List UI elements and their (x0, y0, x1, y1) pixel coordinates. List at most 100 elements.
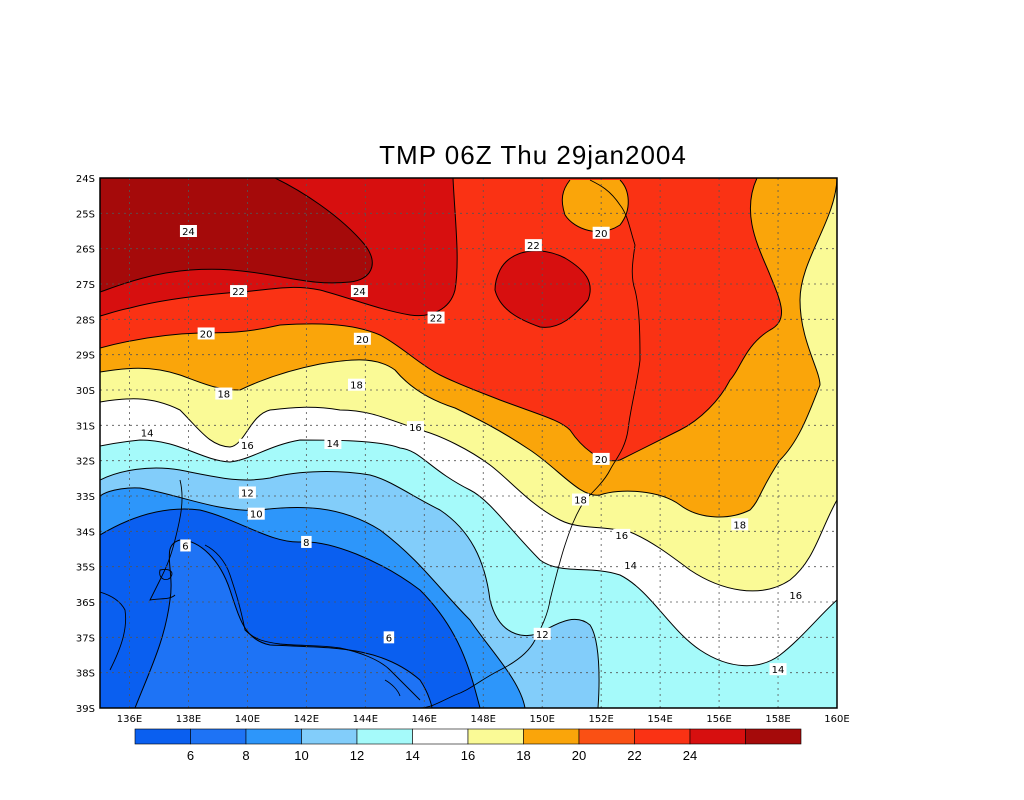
contour-label: 16 (789, 591, 802, 602)
lon-tick-label: 154E (647, 714, 672, 725)
contour-label-bg (347, 378, 365, 391)
colorbar-label: 18 (516, 748, 530, 763)
contour-label-bg (572, 493, 590, 506)
lat-tick-label: 39S (76, 704, 95, 715)
contour-label-bg (383, 631, 395, 644)
lat-tick-label: 36S (76, 598, 95, 609)
contour-label: 18 (733, 520, 746, 531)
colorbar-labels: 6 8 10 12 14 16 18 20 22 24 (187, 748, 697, 763)
lon-tick-label: 138E (176, 714, 201, 725)
contour-label: 16 (241, 441, 254, 452)
colorbar-swatch (523, 728, 580, 745)
contour-label: 16 (409, 423, 422, 434)
contour-label-bg (238, 486, 256, 499)
colorbar-swatch (245, 728, 302, 745)
colorbar-swatch (634, 728, 691, 745)
colorbar-swatch (412, 728, 469, 745)
contour-label: 20 (356, 335, 369, 346)
colorbar-label: 6 (187, 748, 194, 763)
lat-tick-label: 35S (76, 563, 95, 574)
lat-tick-label: 32S (76, 457, 95, 468)
contour-label-bg (533, 627, 551, 640)
colorbar-label: 14 (405, 748, 419, 763)
contour-label: 18 (574, 496, 587, 507)
colorbar-swatch (356, 728, 413, 745)
lat-tick-label: 37S (76, 633, 95, 644)
contour-label: 6 (182, 541, 188, 552)
lon-tick-label: 148E (471, 714, 496, 725)
contour-label-bg (215, 387, 233, 400)
lat-tick-label: 26S (76, 245, 95, 256)
lon-tick-label: 142E (294, 714, 319, 725)
contour-label-bg (350, 285, 368, 298)
lat-tick-label: 28S (76, 315, 95, 326)
colorbar-label: 22 (627, 748, 641, 763)
contour-lines (100, 178, 837, 708)
coastline (100, 179, 641, 708)
colorbar-swatch (134, 728, 191, 745)
contour-label-bg (180, 539, 191, 552)
lat-tick-label: 38S (76, 669, 95, 680)
lat-tick-label: 29S (76, 351, 95, 362)
lon-tick-label: 136E (117, 714, 142, 725)
lat-axis-labels: 24S 25S 26S 27S 28S 29S 30S 31S 32S 33S 34S 35S 36S 3… (76, 174, 95, 715)
contour-label: 22 (430, 314, 443, 325)
plot-frame (99, 177, 838, 709)
contour-label: 24 (353, 287, 366, 298)
colorbar-swatch (467, 728, 524, 745)
colorbar-label: 16 (461, 748, 475, 763)
contour-label: 10 (250, 510, 263, 521)
contour-label-bg (197, 327, 215, 340)
contour-label: 18 (217, 390, 230, 401)
lat-tick-label: 30S (76, 386, 95, 397)
contour-label-bg (247, 507, 265, 520)
contour-label: 16 (615, 531, 628, 542)
filled-contours (100, 178, 837, 708)
contour-label-bg (622, 558, 640, 571)
lat-tick-label: 34S (76, 527, 95, 538)
lat-tick-label: 24S (76, 174, 95, 185)
contour-label-bg (353, 332, 371, 345)
contour-label-bg (138, 426, 156, 439)
contour-label: 12 (241, 488, 254, 499)
contour-label: 20 (595, 455, 608, 466)
lon-tick-label: 146E (412, 714, 437, 725)
lat-tick-label: 27S (76, 280, 95, 291)
contour-label-bg (592, 226, 610, 239)
lon-tick-label: 150E (529, 714, 554, 725)
lat-tick-label: 31S (76, 421, 95, 432)
lon-tick-label: 144E (353, 714, 378, 725)
contour-label: 14 (624, 561, 637, 572)
lon-tick-label: 160E (824, 714, 849, 725)
colorbar-label: 8 (242, 748, 249, 763)
contour-label: 12 (536, 630, 549, 641)
contour-label-bg (524, 239, 542, 252)
contour-label-bg (613, 528, 631, 541)
contour-label: 24 (182, 227, 195, 238)
colorbar-label: 20 (572, 748, 586, 763)
contour-label: 14 (327, 439, 340, 450)
colorbar-label: 12 (350, 748, 364, 763)
contour-label: 14 (141, 428, 154, 439)
colorbar-swatch (190, 728, 247, 745)
colorbar-swatch (578, 728, 635, 745)
contour-label-bg (324, 437, 342, 449)
contour-label-bg (301, 535, 312, 548)
contour-labels: 24 22 24 22 22 20 20 20 18 18 16 16 14 14 12 10 8 6 6 20 18 1… (138, 225, 805, 676)
contour-label-bg (406, 421, 424, 434)
lon-axis-labels: 136E 138E 140E 142E 144E 146E 148E 150E 152E 154E… (117, 714, 850, 725)
contour-label: 8 (303, 538, 309, 549)
lat-tick-label: 33S (76, 492, 95, 503)
contour-label: 22 (232, 287, 245, 298)
map-title: TMP 06Z Thu 29jan2004 (379, 140, 687, 170)
contour-label-bg (769, 663, 787, 676)
lon-tick-label: 156E (706, 714, 731, 725)
contour-label: 18 (350, 381, 363, 392)
contour-label-bg (787, 588, 805, 601)
lon-tick-label: 158E (765, 714, 790, 725)
lat-tick-label: 25S (76, 209, 95, 220)
contour-label-bg (592, 452, 610, 465)
colorbar-swatch (745, 728, 802, 745)
contour-label: 20 (200, 329, 213, 340)
